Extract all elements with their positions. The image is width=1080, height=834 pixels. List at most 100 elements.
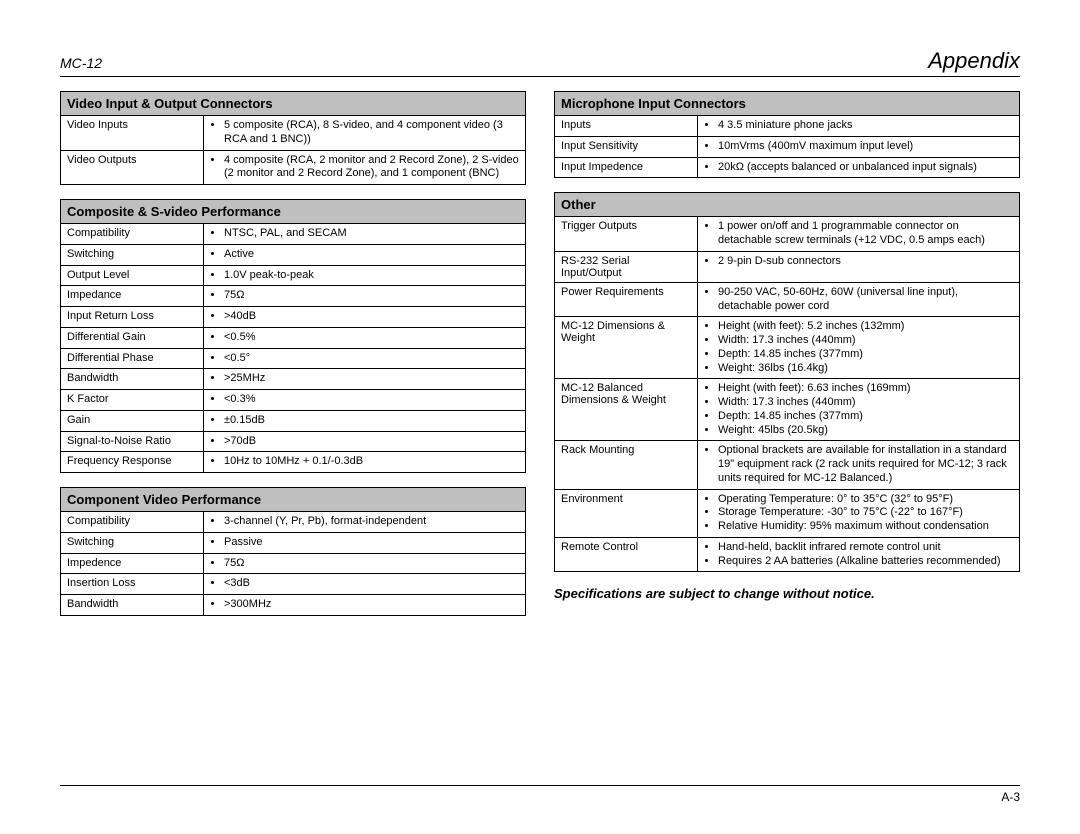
value-item: Depth: 14.85 inches (377mm) xyxy=(718,348,1013,362)
spec-value: 20kΩ (accepts balanced or unbalanced inp… xyxy=(698,157,1020,178)
value-item: <0.5% xyxy=(224,331,519,345)
table-row: SwitchingPassive xyxy=(61,532,526,553)
spec-table: Compatibility 3-channel (Y, Pr, Pb), form… xyxy=(60,511,526,616)
table-row: Video Inputs5 composite (RCA), 8 S-video… xyxy=(61,116,526,151)
table-row: Input Sensitivity 10mVrms (400mV maximum … xyxy=(555,136,1020,157)
value-item: 5 composite (RCA), 8 S-video, and 4 comp… xyxy=(224,119,519,147)
value-list: 10mVrms (400mV maximum input level) xyxy=(704,140,1013,154)
table-row: MC-12 Dimensions & WeightHeight (with fe… xyxy=(555,317,1020,379)
value-list: 3-channel (Y, Pr, Pb), format-independen… xyxy=(210,515,519,529)
value-item: Optional brackets are available for inst… xyxy=(718,444,1013,485)
table-row: Input Impedence20kΩ (accepts balanced or… xyxy=(555,157,1020,178)
value-list: 75Ω xyxy=(210,289,519,303)
spec-value: 75Ω xyxy=(204,553,526,574)
value-item: >70dB xyxy=(224,435,519,449)
value-item: Height (with feet): 6.63 inches (169mm) xyxy=(718,382,1013,396)
value-list: 4 composite (RCA, 2 monitor and 2 Record… xyxy=(210,154,519,182)
spec-value: <0.3% xyxy=(204,390,526,411)
spec-table: Video Inputs5 composite (RCA), 8 S-video… xyxy=(60,115,526,185)
spec-section: OtherTrigger Outputs1 power on/off and 1… xyxy=(554,192,1020,572)
value-item: 4 composite (RCA, 2 monitor and 2 Record… xyxy=(224,154,519,182)
header-section: Appendix xyxy=(928,48,1020,74)
spec-label: Input Sensitivity xyxy=(555,136,698,157)
spec-value: Hand-held, backlit infrared remote contr… xyxy=(698,537,1020,572)
value-item: >300MHz xyxy=(224,598,519,612)
spec-label: Switching xyxy=(61,244,204,265)
table-row: Bandwidth>300MHz xyxy=(61,595,526,616)
spec-label: Output Level xyxy=(61,265,204,286)
spec-label: Trigger Outputs xyxy=(555,217,698,252)
spec-label: MC-12 Balanced Dimensions & Weight xyxy=(555,379,698,441)
table-row: Bandwidth >25MHz xyxy=(61,369,526,390)
page-footer: A-3 xyxy=(60,785,1020,804)
table-row: Frequency Response 10Hz to 10MHz + 0.1/-0… xyxy=(61,452,526,473)
spec-value: Height (with feet): 5.2 inches (132mm)Wi… xyxy=(698,317,1020,379)
spec-value: Optional brackets are available for inst… xyxy=(698,441,1020,489)
value-item: Passive xyxy=(224,536,519,550)
section-title: Component Video Performance xyxy=(60,487,526,511)
value-list: 10Hz to 10MHz + 0.1/-0.3dB xyxy=(210,455,519,469)
value-list: >40dB xyxy=(210,310,519,324)
content-columns: Video Input & Output ConnectorsVideo Inp… xyxy=(60,91,1020,785)
value-list: >70dB xyxy=(210,435,519,449)
spec-label: RS-232 Serial Input/Output xyxy=(555,251,698,282)
spec-label: Remote Control xyxy=(555,537,698,572)
table-row: Impedence75Ω xyxy=(61,553,526,574)
spec-value: <0.5% xyxy=(204,327,526,348)
spec-value: >25MHz xyxy=(204,369,526,390)
spec-label: Compatibility xyxy=(61,512,204,533)
value-list: Active xyxy=(210,248,519,262)
value-item: Hand-held, backlit infrared remote contr… xyxy=(718,541,1013,555)
table-row: RS-232 Serial Input/Output2 9-pin D-sub … xyxy=(555,251,1020,282)
spec-value: Active xyxy=(204,244,526,265)
spec-label: Frequency Response xyxy=(61,452,204,473)
value-list: Height (with feet): 6.63 inches (169mm)W… xyxy=(704,382,1013,437)
spec-label: Input Impedence xyxy=(555,157,698,178)
value-item: Depth: 14.85 inches (377mm) xyxy=(718,410,1013,424)
table-row: MC-12 Balanced Dimensions & WeightHeight… xyxy=(555,379,1020,441)
value-list: <0.5° xyxy=(210,352,519,366)
value-item: Width: 17.3 inches (440mm) xyxy=(718,334,1013,348)
value-list: NTSC, PAL, and SECAM xyxy=(210,227,519,241)
spec-value: 2 9-pin D-sub connectors xyxy=(698,251,1020,282)
spec-value: 90-250 VAC, 50-60Hz, 60W (universal line… xyxy=(698,282,1020,317)
spec-section: Composite & S-video PerformanceCompatibi… xyxy=(60,199,526,473)
spec-table: Inputs4 3.5 miniature phone jacksInput S… xyxy=(554,115,1020,178)
value-list: Optional brackets are available for inst… xyxy=(704,444,1013,485)
page-header: MC-12 Appendix xyxy=(60,48,1020,77)
spec-table: Compatibility NTSC, PAL, and SECAM Switchi… xyxy=(60,223,526,473)
value-item: >40dB xyxy=(224,310,519,324)
spec-value: Height (with feet): 6.63 inches (169mm)W… xyxy=(698,379,1020,441)
value-item: 10mVrms (400mV maximum input level) xyxy=(718,140,1013,154)
value-list: <3dB xyxy=(210,577,519,591)
spec-value: >70dB xyxy=(204,431,526,452)
spec-label: Differential Phase xyxy=(61,348,204,369)
table-row: Remote Control Hand-held, backlit infrare… xyxy=(555,537,1020,572)
spec-value: 10Hz to 10MHz + 0.1/-0.3dB xyxy=(204,452,526,473)
value-item: 4 3.5 miniature phone jacks xyxy=(718,119,1013,133)
spec-label: Impedance xyxy=(61,286,204,307)
section-title: Microphone Input Connectors xyxy=(554,91,1020,115)
spec-label: Insertion Loss xyxy=(61,574,204,595)
value-item: Active xyxy=(224,248,519,262)
table-row: Signal-to-Noise Ratio>70dB xyxy=(61,431,526,452)
spec-value: >300MHz xyxy=(204,595,526,616)
page-number: A-3 xyxy=(1001,790,1020,804)
value-list: 75Ω xyxy=(210,557,519,571)
value-item: >25MHz xyxy=(224,372,519,386)
spec-value: 4 composite (RCA, 2 monitor and 2 Record… xyxy=(204,150,526,185)
table-row: Gain±0.15dB xyxy=(61,410,526,431)
value-item: Relative Humidity: 95% maximum without c… xyxy=(718,520,1013,534)
value-item: <3dB xyxy=(224,577,519,591)
spec-label: K Factor xyxy=(61,390,204,411)
spec-value: 5 composite (RCA), 8 S-video, and 4 comp… xyxy=(204,116,526,151)
table-row: Compatibility NTSC, PAL, and SECAM xyxy=(61,224,526,245)
section-title: Other xyxy=(554,192,1020,216)
table-row: Output Level1.0V peak-to-peak xyxy=(61,265,526,286)
spec-label: Compatibility xyxy=(61,224,204,245)
spec-value: Operating Temperature: 0° to 35°C (32° t… xyxy=(698,489,1020,537)
table-row: Power Requirements90-250 VAC, 50-60Hz, 6… xyxy=(555,282,1020,317)
spec-label: Video Outputs xyxy=(61,150,204,185)
spec-value: <3dB xyxy=(204,574,526,595)
spec-label: Bandwidth xyxy=(61,369,204,390)
